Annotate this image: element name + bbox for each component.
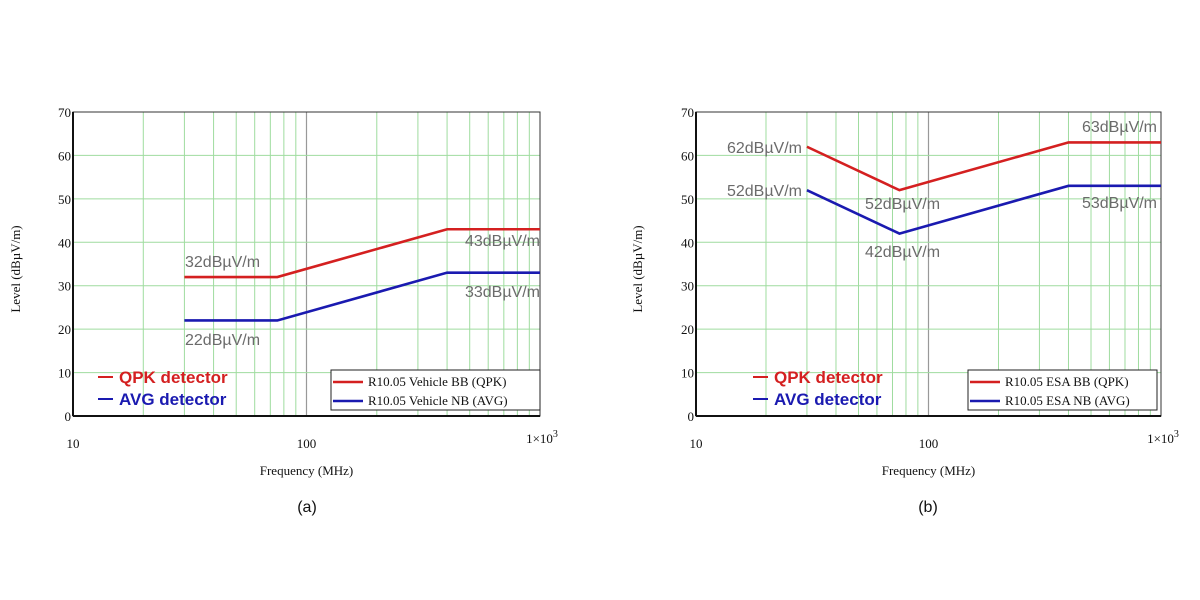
detector-label: QPK detector	[119, 368, 228, 387]
x-tick-label: 10	[690, 436, 703, 451]
y-tick-label: 30	[58, 279, 71, 294]
level-annotation: 62dBµV/m	[727, 140, 802, 157]
series-line-qpk	[806, 141, 1161, 192]
legend-entry: R10.05 ESA NB (AVG)	[1005, 393, 1130, 408]
level-annotation: 53dBµV/m	[1082, 195, 1157, 212]
y-tick-label: 0	[688, 409, 695, 424]
legend-box	[967, 369, 1158, 411]
figure-caption: (b)	[918, 499, 938, 516]
chart-b: 0 10 20 30 40 50 60 70 10 100 1×103 Frequency (MHz)…	[630, 105, 1179, 516]
y-tick-label: 60	[58, 148, 71, 163]
legend-entry: R10.05 Vehicle BB (QPK)	[368, 374, 506, 389]
y-tick-label: 60	[681, 148, 694, 163]
legend-entry: R10.05 ESA BB (QPK)	[1005, 374, 1129, 389]
detector-label: AVG detector	[774, 390, 882, 409]
level-annotation: 33dBµV/m	[465, 284, 540, 301]
level-annotation: 32dBµV/m	[185, 254, 260, 271]
series-line-avg	[806, 184, 1161, 235]
series-line-qpk	[184, 227, 540, 279]
y-tick-label: 10	[681, 366, 694, 381]
x-tick-label: 100	[297, 436, 317, 451]
level-annotation: 52dBµV/m	[865, 196, 940, 213]
x-tick-label: 1×103	[526, 429, 558, 446]
x-tick-label: 10	[67, 436, 80, 451]
series-line-avg	[184, 271, 540, 322]
chart-a: 0 10 20 30 40 50 60 70 10 100 1×103 Frequency (MHz)…	[8, 105, 558, 516]
level-annotation: 43dBµV/m	[465, 233, 540, 250]
level-annotation: 22dBµV/m	[185, 332, 260, 349]
level-annotation: 63dBµV/m	[1082, 119, 1157, 136]
y-tick-label: 70	[681, 105, 694, 120]
x-tick-label: 1×103	[1147, 429, 1179, 446]
y-tick-label: 20	[681, 322, 694, 337]
detector-label: AVG detector	[119, 390, 227, 409]
detector-label: QPK detector	[774, 368, 883, 387]
x-tick-label: 100	[919, 436, 939, 451]
y-tick-label: 30	[681, 279, 694, 294]
level-annotation: 52dBµV/m	[727, 183, 802, 200]
y-tick-label: 10	[58, 366, 71, 381]
y-tick-label: 40	[681, 235, 694, 250]
legend-box	[330, 369, 541, 411]
figure-caption: (a)	[297, 499, 317, 516]
y-tick-label: 20	[58, 322, 71, 337]
level-annotation: 42dBµV/m	[865, 244, 940, 261]
y-axis-label: Level (dBµV/m)	[8, 225, 23, 312]
x-axis-label: Frequency (MHz)	[882, 463, 976, 478]
y-tick-label: 70	[58, 105, 71, 120]
y-tick-label: 0	[65, 409, 72, 424]
x-axis-label: Frequency (MHz)	[260, 463, 354, 478]
y-tick-label: 40	[58, 235, 71, 250]
y-tick-label: 50	[681, 192, 694, 207]
legend-entry: R10.05 Vehicle NB (AVG)	[368, 393, 508, 408]
y-axis-label: Level (dBµV/m)	[630, 225, 645, 312]
y-tick-label: 50	[58, 192, 71, 207]
